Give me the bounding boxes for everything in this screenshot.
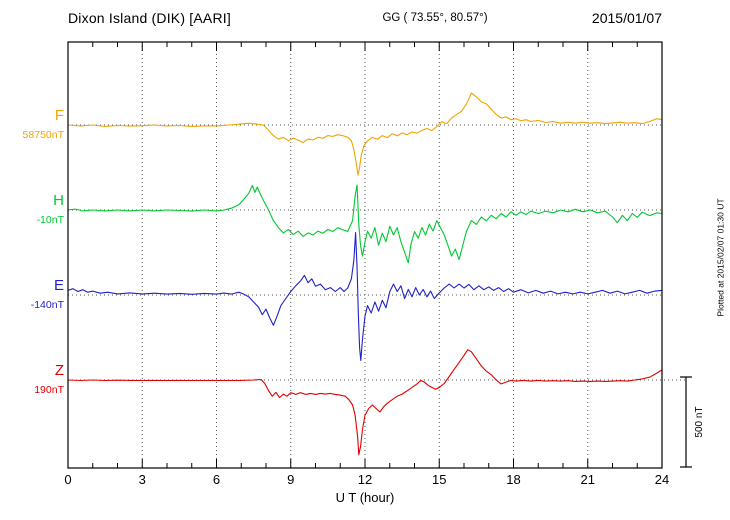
x-tick-label: 18: [506, 472, 520, 487]
trace-H: [67, 184, 663, 264]
plot-timestamp-note: Plotted at 2015/02/07 01:30 UT: [715, 198, 726, 317]
series-letter-E: E: [53, 277, 64, 294]
station-title: Dixon Island (DIK) [AARI]: [68, 10, 231, 26]
x-tick-label: 24: [655, 472, 669, 487]
x-tick-label: 15: [432, 472, 446, 487]
x-axis-label: U T (hour): [335, 490, 395, 505]
series-label-Z: Z 190nT: [0, 363, 64, 396]
series-label-E: E -140nT: [0, 278, 64, 311]
x-tick-label: 3: [139, 472, 146, 487]
x-tick-label: 21: [581, 472, 595, 487]
scale-bar-label: 500 nT: [694, 406, 705, 438]
trace-F: [67, 92, 663, 176]
series-letter-H: H: [53, 192, 64, 209]
x-tick-label: 6: [213, 472, 220, 487]
series-letter-Z: Z: [54, 362, 64, 379]
trace-E: [67, 231, 663, 362]
x-tick-label: 12: [358, 472, 372, 487]
series-baseline-label-F: 58750nT: [22, 129, 64, 141]
trace-Z: [67, 349, 663, 456]
series-baseline-label-H: -10nT: [36, 214, 64, 226]
series-label-F: F 58750nT: [0, 108, 64, 141]
x-tick-label: 9: [287, 472, 294, 487]
series-baseline-label-Z: 190nT: [34, 384, 64, 396]
series-label-H: H -10nT: [0, 193, 64, 226]
geographic-coords-label: GG ( 73.55°, 80.57°): [382, 12, 488, 24]
plot-border: [67, 41, 663, 469]
x-tick-label: 0: [64, 472, 71, 487]
series-letter-F: F: [54, 107, 64, 124]
date-label: 2015/01/07: [591, 10, 662, 26]
series-baseline-label-E: -140nT: [30, 299, 64, 311]
